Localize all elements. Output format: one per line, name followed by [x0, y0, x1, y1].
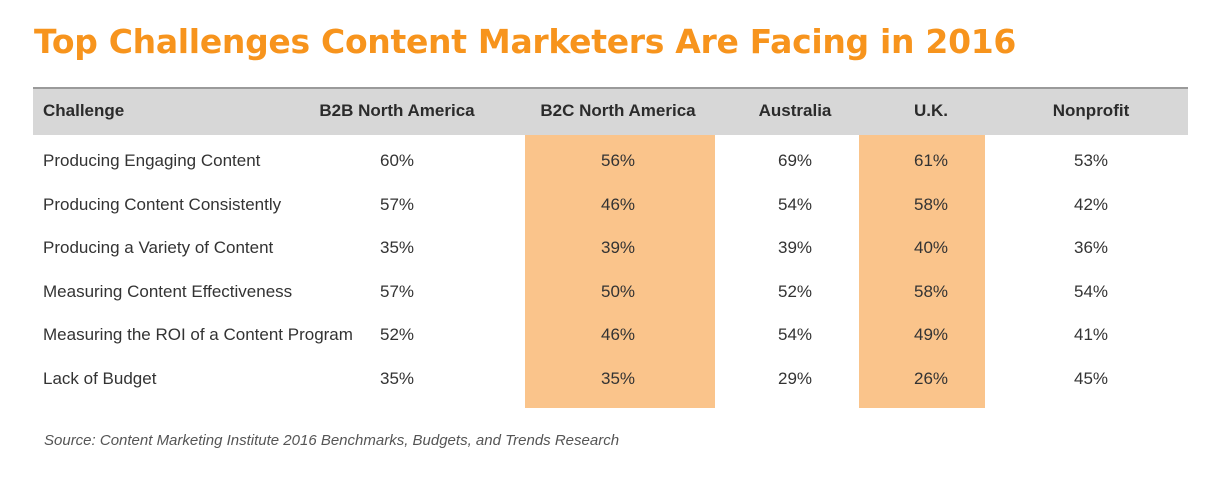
table-cell: 58% [913, 282, 949, 301]
table-cell: 26% [913, 369, 949, 388]
header-challenge: Challenge [43, 101, 125, 120]
header-australia: Australia [758, 101, 832, 120]
table-cell: 60% [379, 151, 415, 170]
table-cell: 35% [600, 369, 636, 388]
table-cell: 61% [913, 151, 949, 170]
table-cell: 46% [600, 195, 636, 214]
table-cell: 52% [379, 325, 415, 344]
table-cell: 54% [777, 325, 813, 344]
table-cell: 35% [379, 238, 415, 257]
row-label: Producing Engaging Content [43, 151, 261, 170]
table-cell: 69% [777, 151, 813, 170]
table-cell: 52% [777, 282, 813, 301]
header-b2c-north-america: B2C North America [540, 101, 696, 120]
table-cell: 46% [600, 325, 636, 344]
header-nonprofit: Nonprofit [1052, 101, 1130, 120]
table-cell: 50% [600, 282, 636, 301]
table-cell: 29% [777, 369, 813, 388]
table-cell: 45% [1073, 369, 1109, 388]
table-cell: 57% [379, 282, 415, 301]
table-header-bar [33, 87, 1188, 135]
table-cell: 54% [1073, 282, 1109, 301]
table-cell: 39% [600, 238, 636, 257]
table-cell: 53% [1073, 151, 1109, 170]
row-label: Measuring the ROI of a Content Program [43, 325, 353, 344]
row-label: Lack of Budget [43, 369, 157, 388]
table-cell: 58% [913, 195, 949, 214]
table-cell: 40% [913, 238, 949, 257]
table-cell: 42% [1073, 195, 1109, 214]
table-cell: 36% [1073, 238, 1109, 257]
table-cell: 49% [913, 325, 949, 344]
header-uk: U.K. [914, 101, 948, 120]
row-label: Producing Content Consistently [43, 195, 282, 214]
chart-title: Top Challenges Content Marketers Are Fac… [34, 22, 1017, 61]
table-cell: 57% [379, 195, 415, 214]
row-label: Producing a Variety of Content [43, 238, 274, 257]
table-cell: 54% [777, 195, 813, 214]
table-cell: 41% [1073, 325, 1109, 344]
source-note: Source: Content Marketing Institute 2016… [44, 432, 620, 449]
highlight-column-b2c-north-america [525, 135, 715, 408]
highlight-column-uk [859, 135, 985, 408]
table-cell: 35% [379, 369, 415, 388]
header-b2b-north-america: B2B North America [319, 101, 475, 120]
table-cell: 56% [600, 151, 636, 170]
table-cell: 39% [777, 238, 813, 257]
row-label: Measuring Content Effectiveness [43, 282, 293, 301]
